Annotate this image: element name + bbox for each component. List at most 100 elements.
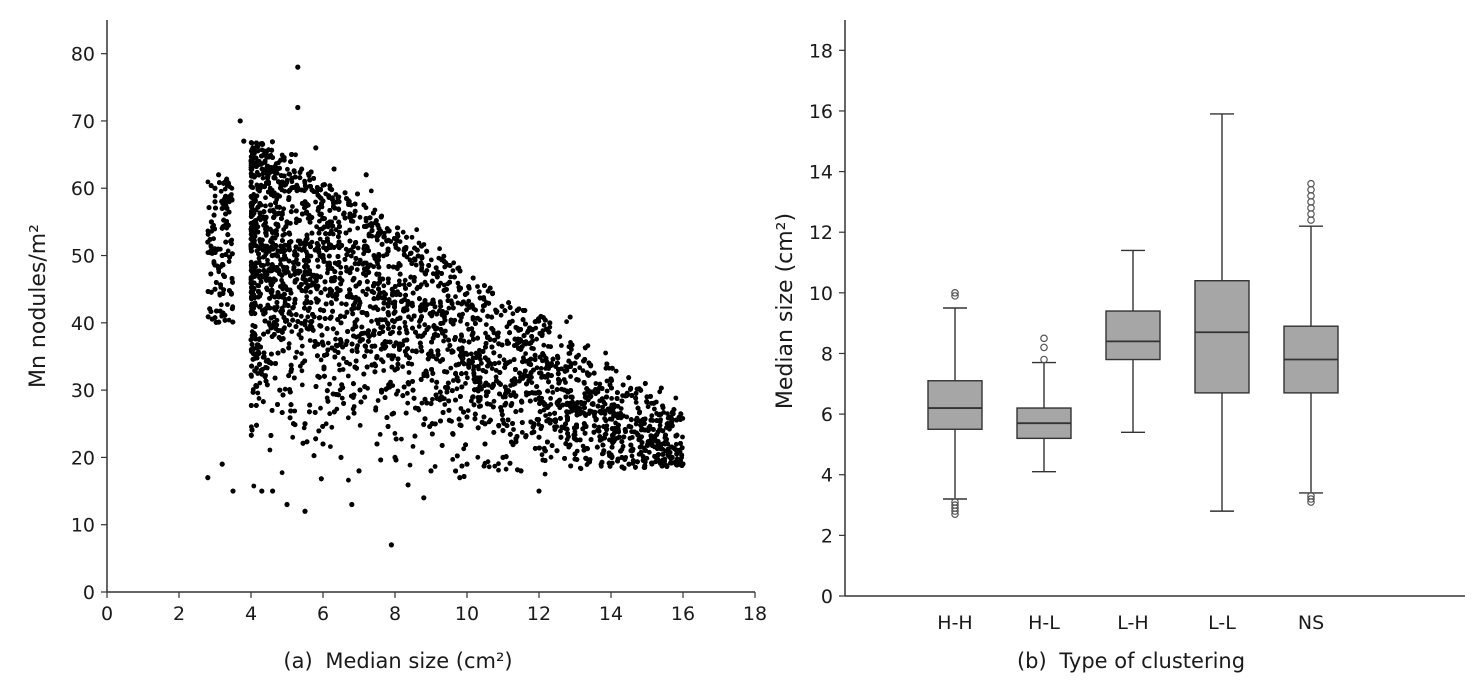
scatter-point xyxy=(450,268,456,273)
scatter-point xyxy=(414,227,420,233)
scatter-point xyxy=(392,431,398,436)
scatter-point xyxy=(348,253,354,259)
scatter-point xyxy=(501,357,507,363)
scatter-point xyxy=(645,404,651,410)
scatter-point xyxy=(281,206,287,212)
scatter-point xyxy=(578,466,584,472)
scatter-point xyxy=(293,355,298,360)
scatter-point xyxy=(422,330,428,336)
scatter-point xyxy=(597,438,603,443)
scatter-point xyxy=(212,193,218,199)
scatter-point xyxy=(451,260,457,266)
scatter-point xyxy=(452,317,458,323)
scatter-point xyxy=(290,204,295,209)
scatter-point xyxy=(406,370,412,375)
scatter-point xyxy=(337,367,343,373)
scatter-point xyxy=(680,434,685,440)
scatter-point xyxy=(463,381,468,386)
scatter-point xyxy=(256,283,262,289)
scatter-point xyxy=(345,415,351,421)
scatter-point xyxy=(609,396,614,401)
scatter-point xyxy=(394,225,400,231)
scatter-point xyxy=(618,406,624,411)
scatter-point xyxy=(657,389,663,395)
scatter-point xyxy=(451,378,456,383)
scatter-point xyxy=(362,238,367,244)
scatter-point xyxy=(567,351,573,356)
scatter-point xyxy=(496,461,501,467)
scatter-point xyxy=(463,370,469,376)
scatter-point xyxy=(308,289,313,295)
scatter-point xyxy=(550,390,556,395)
scatter-point xyxy=(391,324,396,330)
scatter-point xyxy=(548,454,554,460)
scatter-point xyxy=(294,349,300,355)
scatter-point xyxy=(673,395,679,401)
scatter-point xyxy=(465,408,471,413)
scatter-point xyxy=(416,240,422,246)
scatter-point xyxy=(226,317,232,323)
scatter-point xyxy=(315,264,321,269)
scatter-point xyxy=(343,264,349,270)
scatter-point xyxy=(533,397,538,403)
scatter-point xyxy=(313,199,318,205)
scatter-point xyxy=(607,416,613,422)
scatter-point xyxy=(475,454,481,460)
scatter-point xyxy=(381,283,387,289)
scatter-point xyxy=(486,464,492,470)
scatter-point xyxy=(442,402,448,407)
scatter-point xyxy=(260,175,266,181)
scatter-point xyxy=(633,421,639,427)
scatter-point xyxy=(327,381,332,387)
scatter-point xyxy=(437,246,442,252)
scatter-point xyxy=(418,308,424,314)
scatter-point xyxy=(563,380,568,385)
scatter-point xyxy=(401,282,407,288)
scatter-point xyxy=(493,374,499,380)
scatter-point xyxy=(534,336,539,342)
scatter-point xyxy=(475,284,480,289)
scatter-point xyxy=(613,368,619,374)
scatter-point xyxy=(442,334,448,339)
scatter-point xyxy=(338,264,344,270)
scatter-point xyxy=(465,375,470,381)
scatter-point xyxy=(458,406,464,411)
scatter-point xyxy=(354,267,360,272)
scatter-point xyxy=(329,424,335,430)
scatter-point xyxy=(534,365,540,371)
scatter-point xyxy=(299,343,305,349)
scatter-point xyxy=(396,278,402,284)
scatter-point xyxy=(395,388,401,394)
scatter-point xyxy=(289,312,294,318)
scatter-point xyxy=(263,195,268,201)
scatter-point xyxy=(357,214,363,220)
scatter-point xyxy=(454,386,460,392)
scatter-point xyxy=(569,347,574,352)
scatter-point xyxy=(260,171,266,177)
scatter-point xyxy=(448,365,454,371)
scatter-point xyxy=(597,381,603,387)
scatter-point xyxy=(218,188,224,194)
scatter-point xyxy=(368,349,374,354)
scatter-point xyxy=(333,227,339,233)
scatter-point xyxy=(407,462,413,468)
scatter-point xyxy=(665,411,670,416)
scatter-point xyxy=(328,444,333,449)
scatter-point xyxy=(342,314,348,320)
scatter-point xyxy=(479,360,484,366)
scatter-point xyxy=(299,351,304,356)
scatter-point xyxy=(289,329,295,334)
scatter-point xyxy=(318,357,324,363)
scatter-point xyxy=(409,234,415,240)
scatter-point xyxy=(339,301,344,306)
scatter-point xyxy=(511,427,516,432)
scatter-point xyxy=(510,311,516,317)
scatter-point xyxy=(577,365,583,371)
scatter-point xyxy=(307,305,312,311)
scatter-point xyxy=(360,288,366,294)
scatter-point xyxy=(329,301,335,307)
scatter-point xyxy=(402,277,408,283)
scatter-point xyxy=(314,224,319,230)
scatter-point xyxy=(403,324,408,329)
